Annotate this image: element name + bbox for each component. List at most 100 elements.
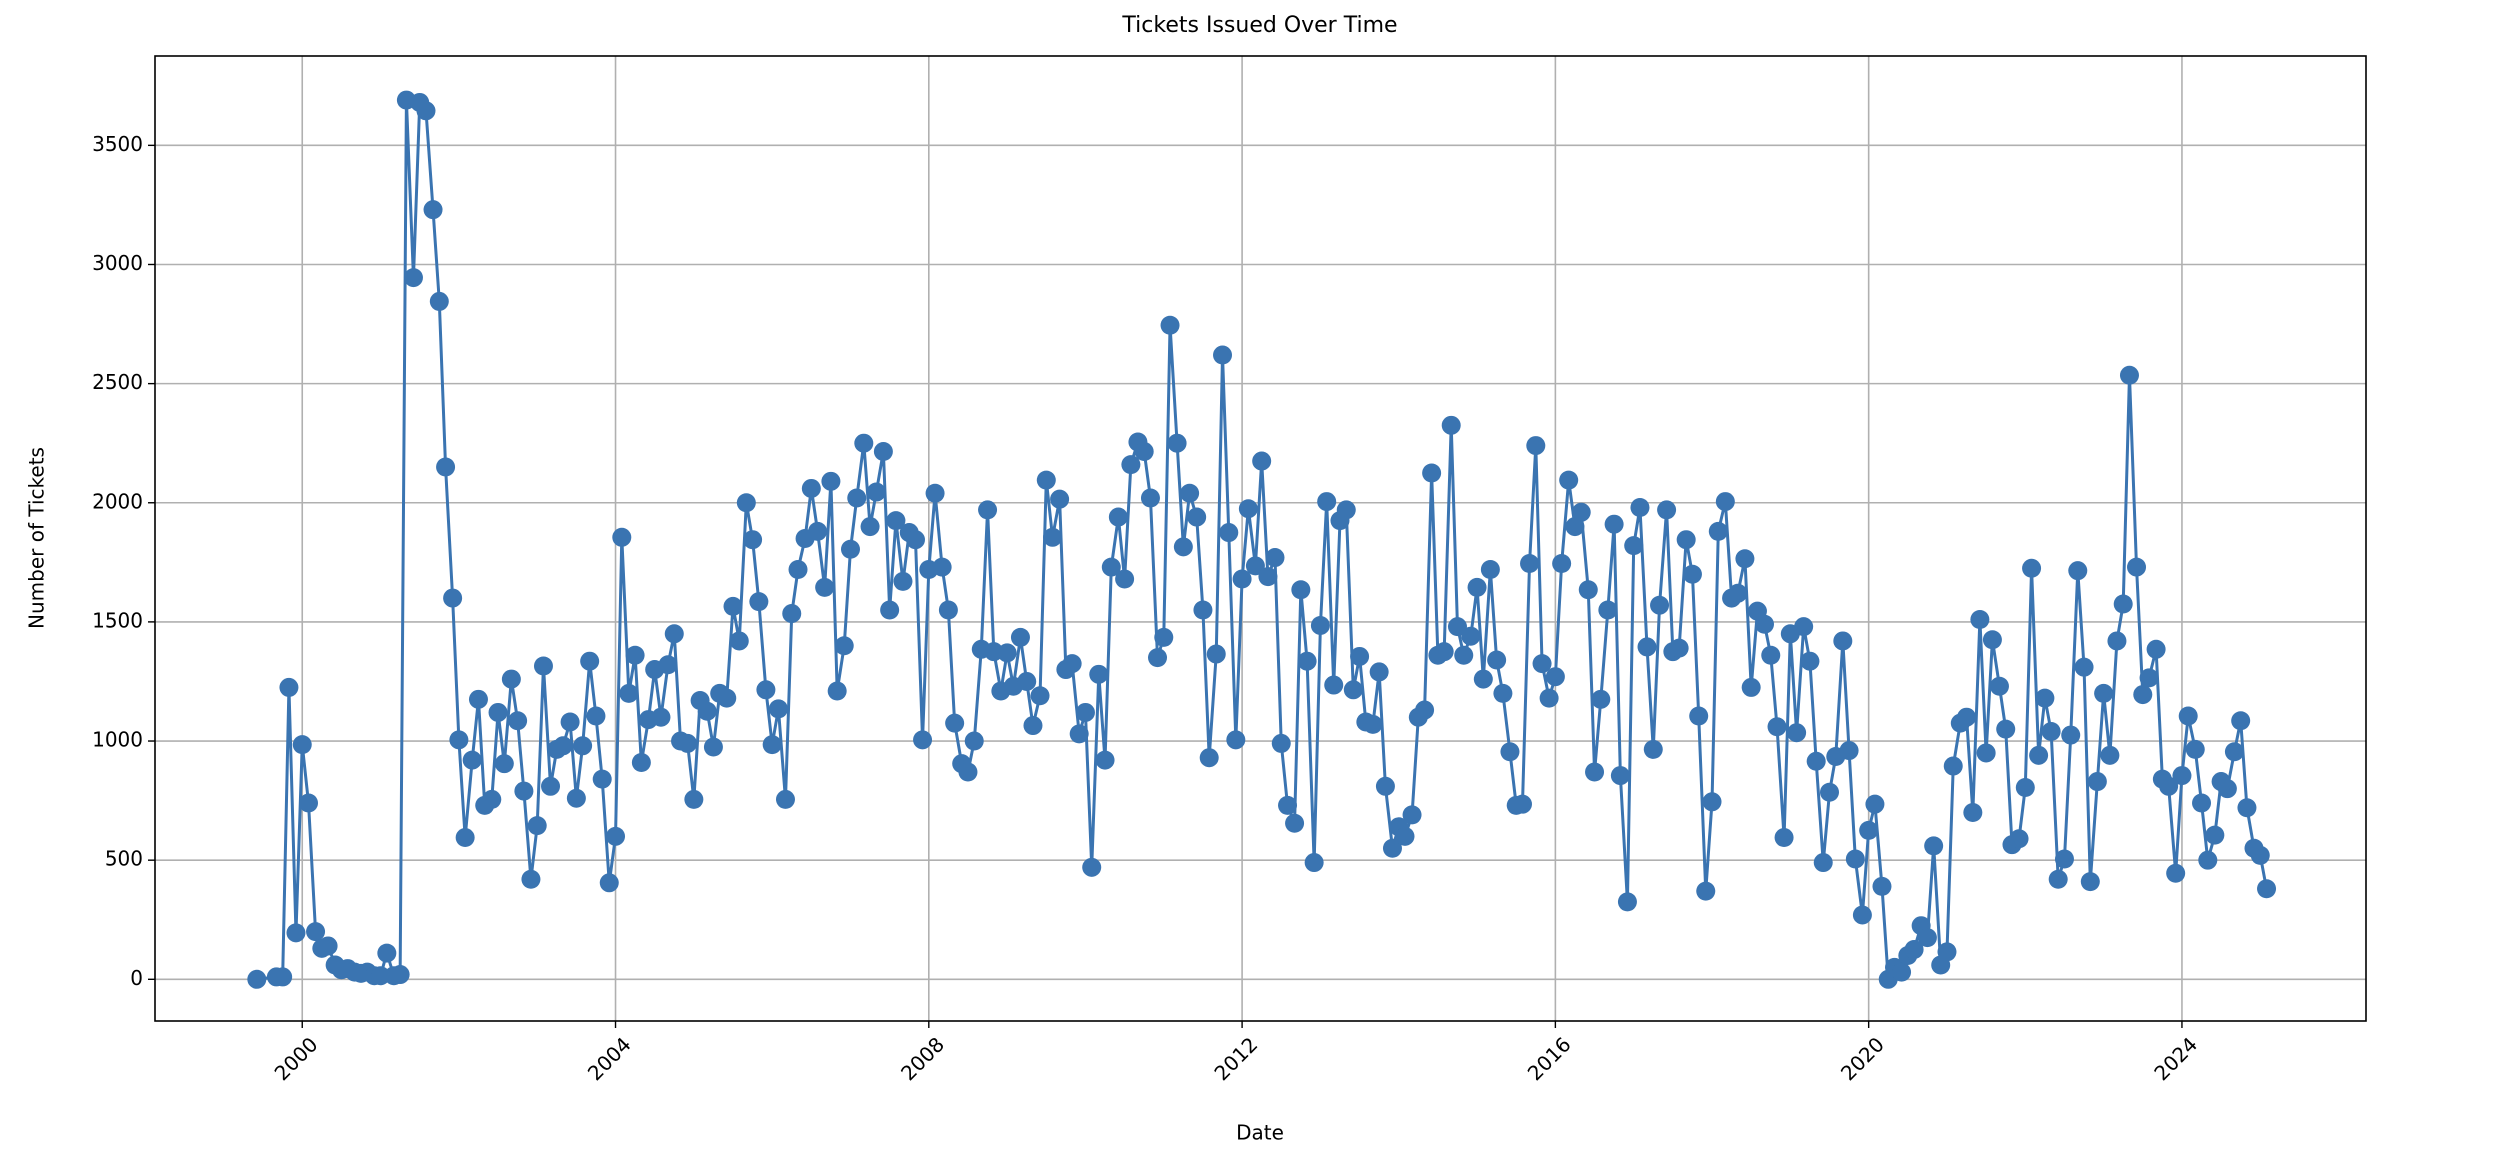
data-point (1571, 502, 1591, 522)
data-point (1852, 905, 1872, 925)
data-point (306, 922, 326, 942)
data-point (1598, 600, 1618, 620)
x-tick-label: 2000 (270, 1032, 323, 1085)
data-point (729, 631, 749, 651)
data-point (468, 689, 488, 709)
data-point (847, 488, 867, 508)
data-point (678, 733, 698, 753)
data-point (1943, 756, 1963, 776)
data-point (2035, 688, 2055, 708)
data-point (371, 966, 391, 986)
data-point (1604, 514, 1624, 534)
data-point (932, 557, 952, 577)
data-point (1252, 451, 1272, 471)
data-point (964, 731, 984, 751)
data-point (1741, 677, 1761, 697)
y-tick-label: 1000 (92, 728, 143, 752)
data-point (1232, 569, 1252, 589)
data-point (1402, 805, 1422, 825)
data-point (1565, 517, 1585, 537)
data-point (403, 268, 423, 288)
data-point (1682, 564, 1702, 584)
data-point (1062, 654, 1082, 674)
data-point (815, 577, 835, 597)
data-point (390, 965, 410, 985)
data-point (2146, 639, 2166, 659)
data-point (860, 517, 880, 537)
data-point (1258, 567, 1278, 587)
data-point (1585, 762, 1605, 782)
data-point (1441, 415, 1461, 435)
x-axis-label: Date (1236, 1121, 1284, 1145)
data-point (553, 736, 573, 756)
data-point (1434, 642, 1454, 662)
data-point (756, 680, 776, 700)
data-point (945, 713, 965, 733)
data-point (631, 752, 651, 772)
data-point (606, 826, 626, 846)
data-point (1310, 615, 1330, 635)
y-tick-label: 500 (105, 847, 143, 871)
data-point (1291, 580, 1311, 600)
data-point (866, 482, 886, 502)
data-point (2237, 798, 2257, 818)
data-point (749, 592, 769, 612)
data-point (2009, 829, 2029, 849)
data-point (1101, 557, 1121, 577)
data-point (1702, 792, 1722, 812)
data-point (1480, 559, 1500, 579)
data-point (978, 500, 998, 520)
data-point (533, 656, 553, 676)
data-point (840, 539, 860, 559)
data-point (625, 645, 645, 665)
data-point (1845, 849, 1865, 869)
data-point (1180, 483, 1200, 503)
data-point (1630, 498, 1650, 518)
data-point (1375, 776, 1395, 796)
data-point (925, 483, 945, 503)
data-point (2054, 849, 2074, 869)
data-point (762, 735, 782, 755)
data-point (1787, 723, 1807, 743)
data-point (2159, 776, 2179, 796)
data-point (1526, 436, 1546, 456)
data-point (2172, 766, 2192, 786)
y-tick-label: 3000 (92, 251, 143, 275)
data-point (1696, 881, 1716, 901)
data-point (1095, 750, 1115, 770)
data-point (1187, 507, 1207, 527)
data-point (508, 711, 528, 731)
data-point (834, 636, 854, 656)
data-point (717, 688, 737, 708)
data-point (1872, 876, 1892, 896)
data-point (1610, 766, 1630, 786)
data-point (1676, 530, 1696, 550)
data-point (1363, 714, 1383, 734)
data-point (1213, 345, 1233, 365)
x-tick-label: 2024 (2149, 1032, 2202, 1085)
data-point (1970, 610, 1990, 630)
data-point (1148, 648, 1168, 668)
data-point (279, 677, 299, 697)
data-point (2224, 742, 2244, 762)
data-point (1050, 489, 1070, 509)
data-point (2133, 685, 2153, 705)
data-point (2119, 365, 2139, 385)
data-point (1199, 748, 1219, 768)
data-point (2205, 825, 2225, 845)
data-point (1134, 442, 1154, 462)
data-point (1963, 803, 1983, 823)
data-point (1043, 527, 1063, 547)
data-point (2080, 872, 2100, 892)
data-point (1512, 794, 1532, 814)
data-point (651, 707, 671, 727)
data-point (541, 776, 561, 796)
data-point (455, 828, 475, 848)
data-point (377, 943, 397, 963)
data-point (1238, 499, 1258, 519)
data-point (1036, 470, 1056, 490)
data-point (1532, 654, 1552, 674)
data-point (905, 530, 925, 550)
data-point (2166, 863, 2186, 883)
data-point (1350, 646, 1370, 666)
